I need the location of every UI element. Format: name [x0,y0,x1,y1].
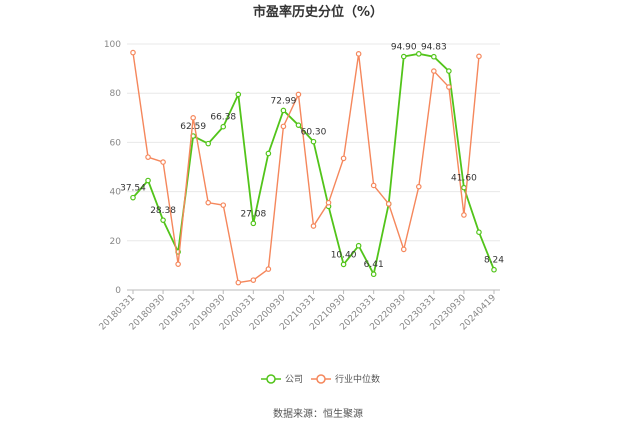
grid [127,43,500,291]
source-note: 数据来源：恒生聚源 [273,407,363,420]
data-label: 37.54 [120,184,146,194]
data-point[interactable] [220,202,227,208]
data-point[interactable] [145,177,151,184]
series-company [130,51,497,278]
data-label: 41.60 [451,174,477,184]
data-label: 8.24 [484,256,504,266]
data-label: 27.08 [240,209,266,219]
data-label: 66.38 [210,113,236,123]
data-point[interactable] [340,261,347,268]
y-tick-label: 60 [110,138,122,148]
data-point[interactable] [265,266,272,272]
data-point[interactable] [355,51,362,57]
data-point[interactable] [325,199,332,206]
data-point[interactable] [235,91,242,98]
y-axis: 0 20 40 60 80 100 [104,40,121,296]
legend[interactable]: 公司 行业中位数 [261,373,380,385]
data-point[interactable] [250,277,257,283]
series-line [132,52,480,284]
data-point[interactable] [446,68,452,74]
data-point[interactable] [220,123,227,130]
data-point[interactable] [461,184,467,191]
legend-swatch-marker [266,374,276,384]
data-point[interactable] [340,155,347,162]
data-point[interactable] [400,246,407,253]
data-point[interactable] [476,53,482,60]
y-tick-label: 40 [110,188,122,198]
data-label: 6.41 [364,260,384,270]
data-point[interactable] [280,107,287,114]
data-label: 62.59 [180,122,206,132]
data-point[interactable] [295,91,302,98]
data-label: 28.38 [150,206,176,216]
data-point[interactable] [265,150,272,157]
data-point[interactable] [431,53,437,60]
y-tick-label: 80 [110,89,122,99]
y-tick-label: 0 [115,286,121,296]
data-point[interactable] [431,68,437,74]
data-point[interactable] [205,140,212,147]
data-point[interactable] [205,199,212,206]
data-point[interactable] [415,183,422,190]
data-point[interactable] [175,261,181,267]
data-point[interactable] [491,266,497,273]
legend-item[interactable]: 公司 [261,374,303,385]
data-point[interactable] [355,242,362,249]
data-point[interactable] [130,49,136,56]
data-point[interactable] [370,271,377,278]
data-point[interactable] [160,159,166,165]
data-point[interactable] [130,194,136,201]
data-label: 72.99 [271,96,297,106]
data-point[interactable] [145,154,151,160]
chart-title: 市盈率历史分位（%） [253,4,383,20]
data-point[interactable] [446,84,452,90]
data-label: 10.40 [331,250,357,260]
x-axis: 2018033120180930201903312019093020200331… [98,290,498,333]
data-point[interactable] [476,229,482,235]
series-industry-median [130,49,482,286]
data-point[interactable] [400,53,407,60]
data-point[interactable] [250,220,257,227]
data-point[interactable] [295,122,302,128]
data-label: 94.83 [421,43,447,53]
data-point[interactable] [190,115,196,121]
legend-label: 行业中位数 [335,373,380,385]
data-point[interactable] [310,138,317,145]
legend-label: 公司 [285,374,303,385]
legend-swatch-marker [316,374,326,384]
data-point[interactable] [415,51,422,57]
data-point[interactable] [310,223,317,229]
data-point[interactable] [280,123,287,130]
y-tick-label: 20 [110,237,122,247]
data-point[interactable] [461,212,467,218]
data-point[interactable] [160,217,166,223]
data-label: 60.30 [301,128,327,138]
data-label: 94.90 [391,43,417,53]
data-labels: 37.54 28.38 62.59 66.38 27.08 72.99 60.30 10.40… [120,43,504,271]
data-point[interactable] [235,279,242,286]
data-point[interactable] [370,182,377,189]
data-point[interactable] [385,201,392,207]
y-tick-label: 100 [104,40,121,50]
series-layer [130,49,497,286]
legend-item[interactable]: 行业中位数 [311,373,380,385]
